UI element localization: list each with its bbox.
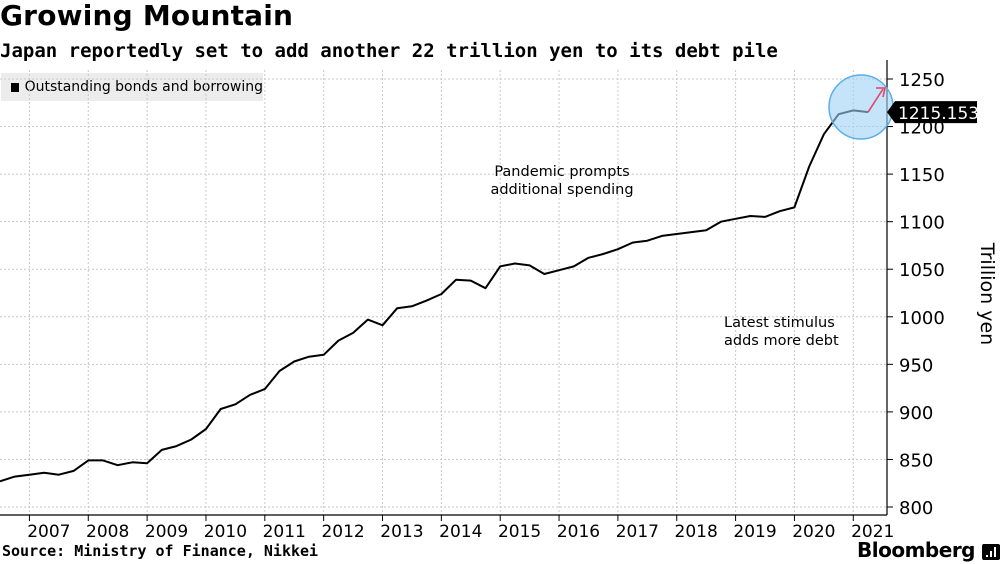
x-tick-label: 2015: [498, 522, 541, 542]
x-tick-label: 2013: [380, 522, 423, 542]
annotation-line: additional spending: [490, 182, 633, 198]
annotation: Pandemic prompts additional spending: [490, 164, 633, 198]
x-tick-label: 2018: [675, 522, 718, 542]
annotation-line: Pandemic prompts: [494, 164, 629, 180]
legend-label: Outstanding bonds and borrowing: [24, 79, 263, 95]
last-value-label: 1215.153: [898, 104, 979, 124]
series-layer: [0, 109, 869, 483]
bloomberg-icon: [982, 544, 1000, 560]
y-axis-label: Trillion yen: [976, 242, 998, 345]
legend: Outstanding bonds and borrowing: [1, 73, 263, 101]
x-tick-label: 2012: [321, 522, 364, 542]
x-axis: 2007 2008 2009 2010 2011 2012 2013 2014 2015 2016…: [0, 514, 894, 542]
x-tick-label: 2008: [86, 522, 129, 542]
highlight-layer: 1215.153: [828, 74, 979, 140]
trend-arrow-head: [876, 87, 886, 98]
x-tick-label: 2014: [439, 522, 482, 542]
y-tick-label: 950: [899, 355, 933, 376]
last-value-callout-bg: [887, 101, 977, 124]
x-tick-label: 2021: [851, 522, 894, 542]
x-tick-label: 2011: [263, 522, 306, 542]
trend-arrow-line: [867, 88, 884, 113]
source-note: Source: Ministry of Finance, Nikkei: [2, 542, 319, 560]
x-tick-label: 2017: [616, 522, 659, 542]
x-tick-label: 2007: [27, 522, 70, 542]
x-tick-label: 2019: [733, 522, 776, 542]
x-tick-label: 2016: [557, 522, 600, 542]
y-tick-label: 1250: [899, 70, 945, 91]
y-tick-label: 1100: [899, 213, 945, 234]
x-tick-label: 2020: [792, 522, 835, 542]
x-tick-label: 2009: [145, 522, 188, 542]
y-tick-label: 1000: [899, 308, 945, 329]
annotations: Pandemic prompts additional spending Lates…: [490, 164, 839, 349]
y-tick-label: 1150: [899, 165, 945, 186]
y-tick-label: 800: [899, 498, 933, 519]
y-tick-label: 900: [899, 403, 933, 424]
highlight-circle: [828, 74, 894, 140]
chart-title: Growing Mountain: [0, 0, 294, 32]
y-tick-label: 1050: [899, 260, 945, 281]
annotation: Latest stimulus adds more debt: [724, 315, 839, 349]
series-line: [0, 109, 869, 483]
annotation-line: adds more debt: [724, 333, 839, 349]
x-tick-label: 2010: [204, 522, 247, 542]
chart-subtitle: Japan reportedly set to add another 22 t…: [0, 40, 778, 62]
annotation-line: Latest stimulus: [724, 315, 835, 331]
brand-logo-text: Bloomberg: [857, 538, 975, 562]
legend-swatch: [11, 82, 19, 92]
y-tick-label: 850: [899, 450, 933, 471]
